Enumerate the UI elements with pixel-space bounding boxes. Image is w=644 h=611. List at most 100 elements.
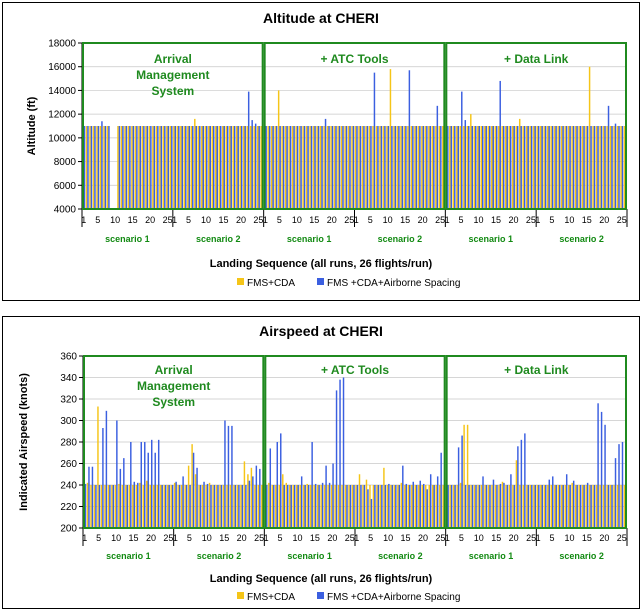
- y-tick-label: 300: [60, 416, 77, 427]
- bar: [175, 481, 177, 528]
- bar: [473, 485, 476, 528]
- bar: [232, 126, 234, 209]
- bar: [498, 485, 500, 528]
- bar: [319, 126, 322, 209]
- bar: [339, 379, 341, 528]
- bar: [588, 485, 591, 528]
- bar: [599, 485, 601, 528]
- bar: [588, 66, 591, 210]
- bar: [478, 126, 480, 209]
- bar: [503, 482, 505, 528]
- bar: [621, 126, 624, 209]
- phase-box: [445, 42, 628, 210]
- bar: [421, 126, 423, 209]
- bar: [377, 485, 380, 528]
- bar: [485, 485, 488, 528]
- bar: [405, 483, 408, 528]
- bar: [129, 126, 131, 209]
- bar: [212, 485, 214, 528]
- bar: [196, 467, 198, 528]
- bar: [231, 425, 233, 529]
- bar: [487, 485, 490, 528]
- bar: [543, 126, 545, 209]
- bar: [396, 126, 399, 209]
- bar: [291, 126, 294, 209]
- bar: [335, 126, 337, 209]
- bar: [466, 126, 469, 209]
- bar: [540, 485, 542, 528]
- bar: [180, 485, 183, 528]
- x-tick-label: 5: [278, 533, 283, 543]
- bar: [456, 485, 458, 528]
- bar: [146, 480, 148, 528]
- bar: [450, 485, 453, 528]
- bar: [529, 126, 531, 209]
- bar: [252, 476, 254, 528]
- bar: [314, 483, 317, 528]
- bar: [278, 485, 281, 528]
- bar: [512, 485, 514, 528]
- bar: [302, 485, 305, 528]
- bar: [499, 80, 501, 209]
- bar: [380, 126, 383, 209]
- bar: [468, 485, 470, 528]
- bar: [277, 90, 280, 209]
- bar: [618, 126, 620, 209]
- bar: [457, 126, 460, 209]
- bar: [298, 126, 301, 209]
- bar: [87, 126, 89, 209]
- phase-label: + ATC Tools: [320, 52, 388, 66]
- bar: [271, 485, 274, 528]
- bar: [363, 126, 365, 209]
- scenario-label: scenario 2: [197, 551, 242, 561]
- bar: [538, 485, 540, 528]
- bar: [423, 483, 425, 528]
- bar: [229, 126, 231, 209]
- bar: [337, 126, 339, 209]
- bar: [571, 482, 573, 528]
- bar: [553, 126, 556, 209]
- bar: [373, 72, 376, 209]
- bar: [161, 485, 163, 528]
- bar: [208, 482, 211, 528]
- bar: [334, 485, 336, 528]
- bar: [178, 485, 181, 528]
- bar: [162, 126, 165, 209]
- bar: [292, 485, 294, 528]
- bar: [422, 126, 425, 209]
- bar: [124, 126, 126, 209]
- bar: [164, 126, 166, 209]
- bar: [532, 126, 535, 209]
- bar: [536, 485, 539, 528]
- x-tick-label: 20: [145, 215, 155, 225]
- bar: [623, 485, 626, 528]
- bar: [102, 428, 104, 528]
- bar: [375, 126, 378, 209]
- bar: [499, 483, 502, 528]
- bar: [225, 126, 227, 209]
- bar: [223, 126, 225, 209]
- bar: [344, 485, 347, 528]
- x-tick-label: 20: [327, 533, 337, 543]
- bar: [613, 485, 615, 528]
- bar: [417, 126, 420, 209]
- bar: [456, 126, 458, 209]
- bar: [195, 126, 198, 209]
- bar: [104, 126, 107, 209]
- bar: [346, 485, 348, 528]
- bar: [299, 485, 301, 528]
- legend-label: FMS+CDA: [247, 278, 295, 289]
- bar: [180, 126, 182, 209]
- bar: [164, 485, 167, 528]
- bar: [574, 485, 577, 528]
- bar: [572, 480, 575, 528]
- bar: [550, 126, 552, 209]
- bar: [251, 120, 253, 209]
- bar: [105, 410, 108, 528]
- bar: [415, 126, 418, 209]
- bar: [216, 126, 218, 209]
- bar: [316, 126, 318, 209]
- bar: [236, 126, 238, 209]
- bar: [168, 485, 170, 528]
- x-tick-label: 10: [474, 533, 484, 543]
